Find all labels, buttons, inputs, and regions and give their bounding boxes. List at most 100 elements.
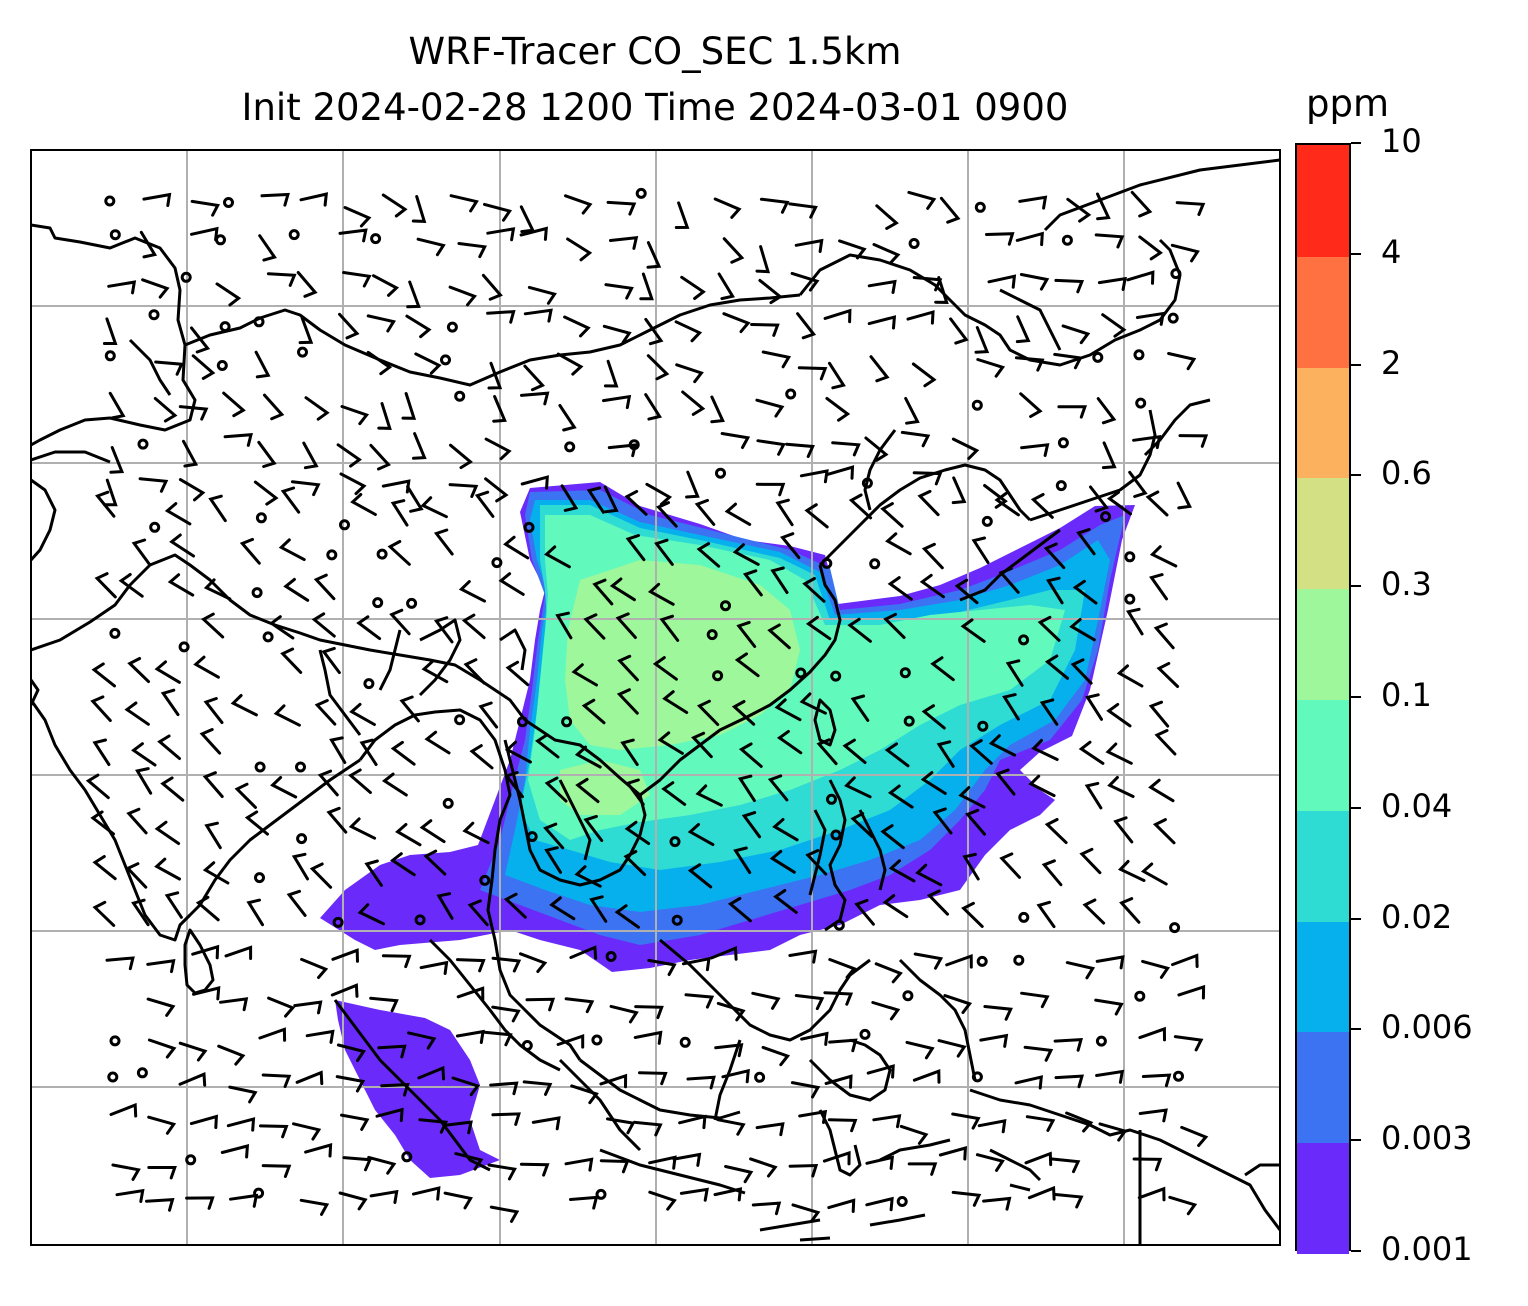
calm-wind-marker — [712, 670, 724, 682]
wind-barb — [1020, 991, 1050, 1009]
wind-barb — [109, 446, 125, 474]
wind-barb — [623, 850, 647, 877]
wind-barb — [178, 478, 206, 502]
wind-barb — [655, 501, 678, 528]
wind-barb — [246, 898, 264, 927]
wind-barb — [449, 194, 479, 213]
wind-barb — [826, 465, 855, 480]
wind-barb — [295, 1070, 324, 1086]
wind-barb — [646, 354, 670, 381]
wind-barb — [983, 1005, 1013, 1021]
wind-barb — [822, 1150, 851, 1166]
wind-barb — [904, 397, 920, 425]
wind-barb — [461, 613, 486, 640]
wind-barb — [1036, 900, 1056, 929]
wind-barb — [1175, 201, 1206, 216]
plume-level-1-south — [335, 1000, 500, 1178]
wind-barb — [721, 1068, 750, 1084]
wind-barb — [195, 895, 220, 922]
wind-barb — [189, 1114, 219, 1129]
wind-barb — [544, 846, 562, 874]
calm-wind-marker — [605, 951, 617, 962]
wind-barb — [469, 744, 494, 770]
wind-barb — [1014, 356, 1045, 372]
wind-barb — [1044, 818, 1068, 845]
wind-barb — [867, 315, 897, 330]
wind-barb — [202, 861, 230, 885]
wind-barb — [520, 391, 550, 406]
wind-barb — [1135, 311, 1165, 326]
wind-barb — [522, 1080, 553, 1096]
wind-barb — [1154, 729, 1177, 756]
calm-wind-marker — [526, 831, 538, 843]
wind-barb — [943, 994, 973, 1014]
wind-barb — [607, 443, 638, 458]
wind-barb — [737, 774, 756, 803]
wind-barb — [456, 986, 485, 1001]
calm-wind-marker — [1018, 634, 1030, 646]
colorbar-tick-label: 0.006 — [1381, 1008, 1473, 1047]
calm-wind-marker — [821, 557, 833, 569]
wind-barb — [885, 532, 912, 556]
wind-barb — [774, 698, 802, 722]
wind-barb — [433, 528, 454, 556]
colorbar-tick — [1351, 806, 1361, 809]
wind-barb — [555, 611, 573, 640]
calm-wind-marker — [295, 761, 306, 773]
wind-barb — [416, 237, 446, 257]
wind-barb — [103, 478, 118, 507]
colorbar-tick — [1351, 585, 1361, 588]
wind-barb — [645, 482, 673, 506]
wind-barb — [203, 578, 232, 601]
colorbar-tick — [1351, 363, 1361, 366]
wind-barb — [823, 308, 852, 324]
wind-barb — [1019, 392, 1043, 418]
wind-barb — [154, 360, 184, 376]
calm-wind-marker — [414, 914, 426, 926]
calm-wind-marker — [223, 197, 234, 208]
wind-barb — [204, 821, 222, 850]
wind-barb — [1065, 961, 1096, 980]
wind-barb — [823, 991, 854, 1006]
calm-wind-marker — [251, 587, 263, 599]
calm-wind-marker — [785, 388, 797, 400]
wind-barb — [414, 352, 442, 375]
wind-barb — [1028, 774, 1056, 798]
wind-barb — [838, 239, 867, 260]
wind-barb — [560, 484, 579, 512]
wind-barb — [523, 364, 546, 392]
wind-barb — [1041, 859, 1063, 887]
wind-barb — [791, 1203, 821, 1223]
calm-wind-marker — [180, 271, 192, 283]
calm-wind-marker — [326, 549, 338, 561]
wind-barb — [1096, 192, 1111, 221]
wind-barb — [1138, 235, 1163, 261]
wind-barb — [486, 309, 516, 324]
wind-barb — [1128, 470, 1148, 498]
wind-barb — [930, 656, 955, 682]
wind-barb — [291, 852, 309, 881]
wind-barb — [755, 482, 786, 497]
wind-barb — [911, 362, 937, 388]
wind-barb — [652, 656, 678, 681]
wind-barb — [848, 493, 873, 520]
wind-barb — [491, 1112, 521, 1126]
wind-barb — [639, 272, 654, 301]
wind-barb — [293, 1000, 323, 1015]
colorbar-tick-label: 0.02 — [1381, 897, 1453, 936]
wind-barb — [503, 535, 530, 560]
wind-barb — [451, 1076, 481, 1097]
wind-barb — [722, 312, 751, 334]
wind-barb — [202, 771, 224, 798]
wind-barb — [828, 361, 846, 390]
wind-barb — [679, 1187, 709, 1202]
wind-barb — [983, 484, 1008, 509]
wind-barb — [681, 390, 706, 416]
wind-barb — [164, 891, 183, 919]
wind-barb — [203, 697, 224, 725]
colorbar-band — [1297, 366, 1349, 479]
wind-barb — [1024, 1151, 1053, 1167]
calm-wind-marker — [1057, 437, 1069, 449]
calm-wind-marker — [254, 761, 266, 773]
colorbar-tick-label: 0.001 — [1381, 1230, 1473, 1268]
